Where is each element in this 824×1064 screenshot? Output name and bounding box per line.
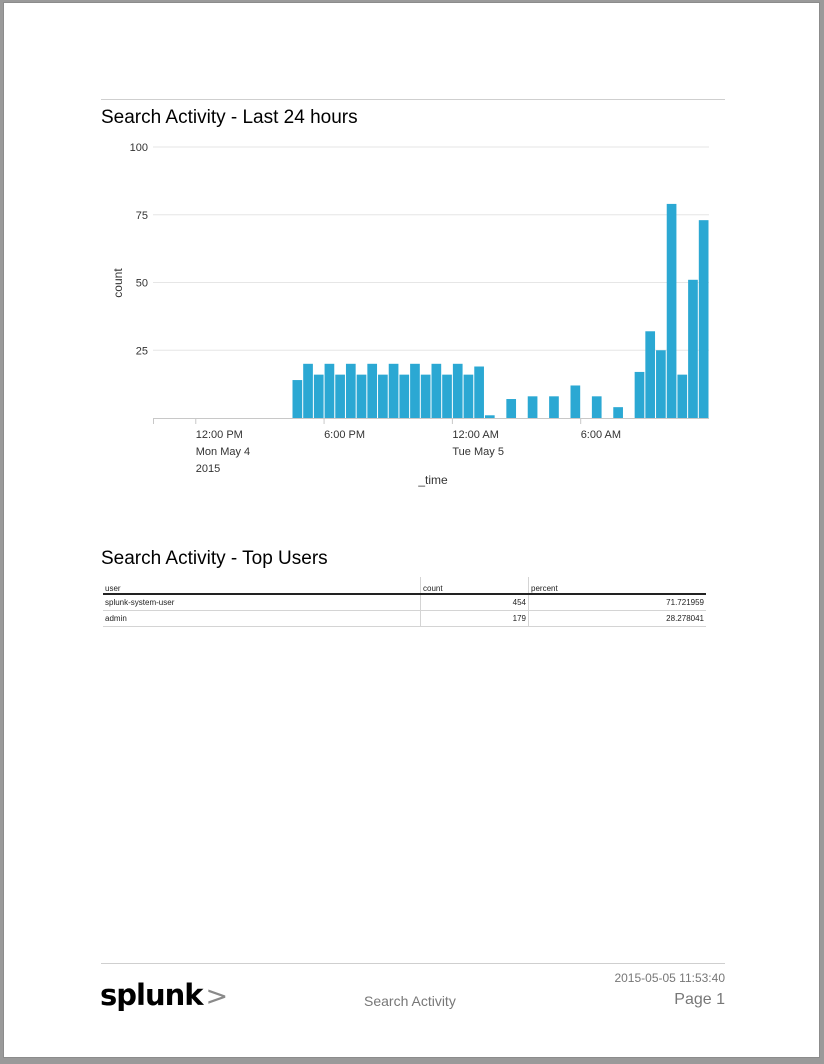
cell-user: splunk-system-user — [103, 594, 421, 611]
logo-chevron: > — [205, 981, 229, 1012]
x-tick-label: 2015 — [196, 463, 220, 475]
bar — [367, 363, 378, 418]
y-tick-label: 100 — [130, 142, 148, 154]
report-name: Search Activity — [364, 993, 456, 1009]
top-users-panel-title: Search Activity - Top Users — [101, 548, 328, 569]
bar — [303, 363, 313, 418]
column-header-percent[interactable]: percent — [528, 577, 706, 595]
bar — [313, 374, 324, 418]
bar — [613, 407, 623, 418]
footer-rule — [101, 963, 725, 964]
report-timestamp: 2015-05-05 11:53:40 — [614, 971, 725, 985]
bar — [484, 415, 495, 418]
bar — [431, 363, 442, 418]
cell-count: 179 — [420, 610, 529, 627]
bar — [591, 396, 602, 418]
bar — [463, 374, 474, 418]
header-rule — [101, 99, 725, 100]
search-activity-chart: 25 50 75 100 12:00 PM Mon May 4 2015 6:00 PM 12:… — [111, 142, 709, 487]
bar — [345, 363, 356, 418]
x-axis-title: _time — [417, 473, 448, 487]
top-users-table: user count percent splunk-system-user 45… — [103, 577, 706, 627]
x-tick-label: 6:00 AM — [581, 429, 621, 441]
bar — [570, 385, 581, 418]
bar — [356, 374, 367, 418]
report-page: Search Activity - Last 24 hours 25 50 75 10… — [3, 2, 820, 1058]
y-tick-label: 75 — [136, 210, 148, 222]
cell-count: 454 — [420, 594, 529, 611]
bar — [378, 374, 388, 418]
table-row: splunk-system-user 454 71.721959 — [103, 594, 706, 611]
activity-panel-title: Search Activity - Last 24 hours — [101, 107, 358, 128]
cell-user: admin — [103, 610, 421, 627]
y-tick-label: 50 — [136, 278, 148, 290]
bar — [324, 363, 335, 418]
bar — [442, 374, 452, 418]
bar — [506, 399, 517, 418]
bar — [388, 363, 399, 418]
bar — [452, 363, 463, 418]
table-header-row: user count percent — [103, 577, 706, 595]
bar — [645, 331, 656, 418]
y-tick-label: 25 — [136, 345, 148, 357]
bar — [474, 366, 484, 418]
page-number: Page 1 — [674, 991, 725, 1008]
splunk-logo: splunk > — [100, 978, 228, 1012]
bar — [698, 220, 709, 418]
cell-percent: 71.721959 — [528, 594, 706, 611]
x-tick-label: Tue May 5 — [452, 446, 504, 458]
column-header-count[interactable]: count — [420, 577, 529, 595]
y-axis-title: count — [111, 268, 125, 298]
bar — [656, 350, 666, 418]
bar — [399, 374, 410, 418]
bar — [549, 396, 559, 418]
x-tick-label: Mon May 4 — [196, 446, 250, 458]
bar — [677, 374, 688, 418]
bar — [420, 374, 431, 418]
bar — [634, 371, 645, 418]
bar — [335, 374, 345, 418]
logo-wordmark: splunk — [100, 978, 204, 1012]
x-tick-label: 6:00 PM — [324, 429, 365, 441]
bar — [666, 203, 677, 418]
column-header-user[interactable]: user — [103, 577, 421, 595]
x-tick-label: 12:00 PM — [196, 429, 243, 441]
x-tick-label: 12:00 AM — [452, 429, 498, 441]
cell-percent: 28.278041 — [528, 610, 706, 627]
bar — [688, 279, 698, 418]
bar — [292, 380, 303, 418]
table-row: admin 179 28.278041 — [103, 610, 706, 627]
bar — [410, 363, 420, 418]
bar — [527, 396, 538, 418]
